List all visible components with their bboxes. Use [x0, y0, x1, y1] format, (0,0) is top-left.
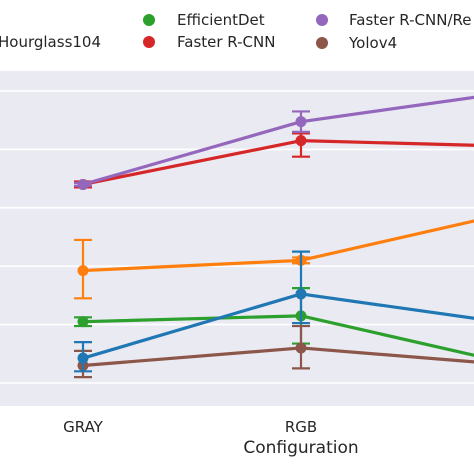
- series-layer: [74, 95, 474, 379]
- legend-marker-faster-rcnn-re: [316, 14, 328, 26]
- data-point: [295, 135, 307, 147]
- series-2: [74, 95, 474, 190]
- data-point: [77, 352, 89, 364]
- legend-label-faster-rcnn: Faster R-CNN: [177, 33, 275, 51]
- series-5: [74, 250, 474, 373]
- x-axis-label: Configuration: [243, 438, 358, 458]
- data-point: [295, 342, 307, 354]
- x-tick-label-rgb: RGB: [285, 418, 317, 436]
- legend-label-faster-rcnn-re: Faster R-CNN/Re: [349, 11, 471, 29]
- legend-label-efficientdet: EfficientDet: [177, 11, 265, 29]
- legend: Hourglass104 EfficientDet Faster R-CNN F…: [0, 11, 471, 52]
- data-point: [77, 265, 89, 277]
- legend-label-hourglass104: Hourglass104: [0, 33, 101, 51]
- x-tick-label-gray: GRAY: [63, 418, 104, 436]
- data-point: [295, 288, 307, 300]
- data-point: [295, 116, 307, 128]
- legend-label-yolov4: Yolov4: [348, 34, 397, 52]
- legend-marker-efficientdet: [143, 14, 155, 26]
- data-point: [77, 178, 89, 190]
- data-point: [77, 316, 89, 328]
- legend-marker-yolov4: [316, 37, 328, 49]
- legend-marker-faster-rcnn: [143, 36, 155, 48]
